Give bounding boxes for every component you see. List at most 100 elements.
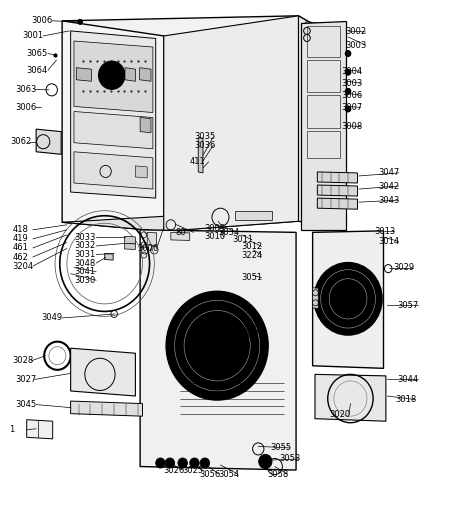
Text: 3035: 3035 xyxy=(194,132,216,141)
Text: 3032: 3032 xyxy=(74,241,95,250)
Polygon shape xyxy=(74,112,153,149)
Text: 3055: 3055 xyxy=(270,443,291,452)
Text: 3043: 3043 xyxy=(379,195,400,205)
Polygon shape xyxy=(125,243,136,249)
Circle shape xyxy=(78,19,82,24)
Polygon shape xyxy=(27,420,53,439)
Text: 3064: 3064 xyxy=(27,66,48,75)
Text: 3053: 3053 xyxy=(280,454,301,464)
Text: 3004: 3004 xyxy=(341,67,362,76)
Text: 411: 411 xyxy=(190,158,206,166)
Polygon shape xyxy=(164,16,299,231)
Circle shape xyxy=(345,106,351,112)
Text: 3048: 3048 xyxy=(74,259,95,268)
Circle shape xyxy=(345,50,351,57)
Text: 3010: 3010 xyxy=(204,232,225,241)
Polygon shape xyxy=(62,16,346,48)
Circle shape xyxy=(259,454,272,469)
Text: 3011: 3011 xyxy=(232,235,254,244)
Circle shape xyxy=(200,458,210,468)
Circle shape xyxy=(165,458,174,468)
Text: 3006: 3006 xyxy=(341,91,362,100)
Text: 3026: 3026 xyxy=(164,466,185,475)
Text: 3003: 3003 xyxy=(341,79,362,88)
Polygon shape xyxy=(36,129,61,155)
Text: 3033: 3033 xyxy=(74,233,95,242)
Text: 3001: 3001 xyxy=(22,31,43,40)
Text: 3009: 3009 xyxy=(204,224,225,233)
Text: 3014: 3014 xyxy=(379,237,400,246)
Text: 3003: 3003 xyxy=(346,40,367,49)
Text: 3041: 3041 xyxy=(74,267,95,276)
Text: 3025: 3025 xyxy=(182,466,204,475)
Text: 3051: 3051 xyxy=(242,273,263,282)
Polygon shape xyxy=(76,68,91,81)
Polygon shape xyxy=(318,185,357,196)
Text: 3046: 3046 xyxy=(242,325,263,333)
Text: 3031: 3031 xyxy=(74,250,95,259)
Circle shape xyxy=(345,88,351,94)
Text: 462: 462 xyxy=(12,252,28,262)
Text: 3036: 3036 xyxy=(194,141,216,149)
Text: 419: 419 xyxy=(12,234,28,243)
Polygon shape xyxy=(198,138,203,173)
Text: 3054: 3054 xyxy=(218,470,239,479)
Text: 3045: 3045 xyxy=(15,400,36,409)
Polygon shape xyxy=(74,41,153,113)
Polygon shape xyxy=(62,214,299,231)
Circle shape xyxy=(99,61,125,89)
Text: 3008: 3008 xyxy=(341,122,362,131)
Text: 3062: 3062 xyxy=(10,137,31,146)
Text: 3057: 3057 xyxy=(398,301,419,310)
Polygon shape xyxy=(171,232,190,240)
Text: 3006: 3006 xyxy=(138,244,159,253)
Polygon shape xyxy=(140,118,151,133)
Circle shape xyxy=(190,458,199,468)
Polygon shape xyxy=(299,16,346,230)
Polygon shape xyxy=(74,152,153,189)
Text: 3007: 3007 xyxy=(341,103,362,112)
Polygon shape xyxy=(315,374,386,421)
Polygon shape xyxy=(125,236,136,244)
Polygon shape xyxy=(71,401,143,416)
Circle shape xyxy=(156,458,165,468)
Polygon shape xyxy=(140,68,151,81)
Polygon shape xyxy=(301,21,346,230)
Text: 3020: 3020 xyxy=(329,410,350,419)
Text: 418: 418 xyxy=(12,225,28,234)
Circle shape xyxy=(345,69,351,75)
Text: 3029: 3029 xyxy=(393,263,414,272)
Text: 3034: 3034 xyxy=(218,228,239,237)
Text: 80: 80 xyxy=(175,228,186,237)
Polygon shape xyxy=(318,198,357,209)
Text: 461: 461 xyxy=(12,243,28,252)
Polygon shape xyxy=(313,288,318,309)
Circle shape xyxy=(166,291,268,400)
Text: 3028: 3028 xyxy=(12,356,34,365)
Polygon shape xyxy=(313,231,383,368)
Polygon shape xyxy=(105,254,113,260)
Text: 3012: 3012 xyxy=(242,242,263,251)
Text: 3063: 3063 xyxy=(15,85,36,94)
Circle shape xyxy=(314,263,382,335)
Polygon shape xyxy=(71,31,156,198)
Text: 3044: 3044 xyxy=(398,375,419,384)
Text: 3006: 3006 xyxy=(15,103,36,112)
Text: 3047: 3047 xyxy=(379,169,400,177)
Text: 1: 1 xyxy=(9,425,14,434)
Text: 3013: 3013 xyxy=(374,227,395,236)
Text: 3065: 3065 xyxy=(27,49,48,58)
Text: 3030: 3030 xyxy=(74,276,95,285)
Text: 3058: 3058 xyxy=(268,470,289,479)
Text: 3224: 3224 xyxy=(242,250,263,260)
Text: 3027: 3027 xyxy=(15,375,36,384)
Text: 3002: 3002 xyxy=(346,27,367,36)
Polygon shape xyxy=(62,21,164,231)
Text: 3018: 3018 xyxy=(395,395,417,404)
Text: 3056: 3056 xyxy=(199,470,220,479)
Polygon shape xyxy=(318,172,357,183)
Polygon shape xyxy=(71,348,136,396)
Text: 3049: 3049 xyxy=(41,314,62,323)
Circle shape xyxy=(178,458,187,468)
Polygon shape xyxy=(140,230,296,470)
